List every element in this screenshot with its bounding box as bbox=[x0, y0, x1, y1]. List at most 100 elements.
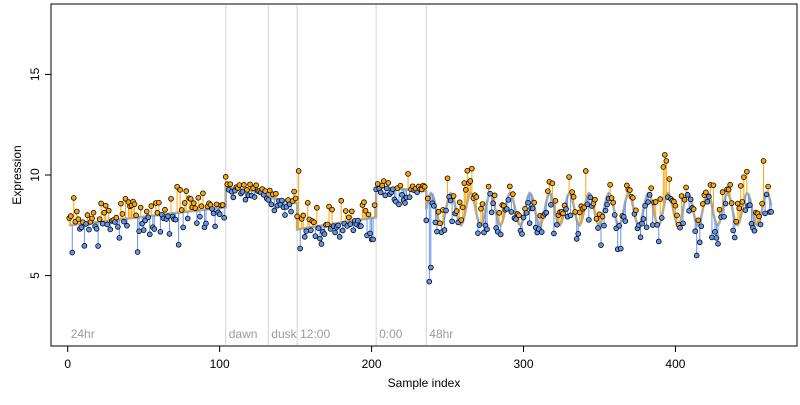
data-point bbox=[96, 216, 103, 222]
data-point bbox=[715, 241, 721, 247]
data-point bbox=[122, 195, 129, 202]
data-point bbox=[737, 183, 744, 189]
data-point bbox=[291, 188, 297, 195]
data-point bbox=[510, 191, 516, 197]
data-point bbox=[279, 197, 285, 204]
data-point bbox=[633, 207, 639, 214]
data-point bbox=[441, 227, 448, 233]
data-point bbox=[504, 206, 510, 212]
data-point bbox=[181, 200, 188, 206]
data-point bbox=[479, 201, 486, 207]
data-point bbox=[300, 212, 307, 219]
data-point bbox=[321, 231, 328, 237]
x-tick-label: 300 bbox=[514, 357, 534, 371]
data-point bbox=[140, 227, 147, 233]
data-point bbox=[336, 234, 343, 240]
data-point bbox=[704, 198, 711, 205]
data-point bbox=[370, 236, 376, 243]
x-tick-label: 200 bbox=[362, 357, 382, 371]
data-point bbox=[329, 206, 335, 213]
data-point bbox=[379, 182, 386, 189]
data-point bbox=[551, 230, 557, 237]
data-point bbox=[529, 205, 536, 212]
data-point bbox=[437, 220, 443, 227]
data-point bbox=[759, 200, 765, 207]
data-point bbox=[684, 192, 691, 198]
data-point bbox=[698, 223, 705, 230]
data-point bbox=[318, 241, 325, 247]
data-point bbox=[191, 200, 197, 206]
data-point bbox=[74, 208, 80, 215]
region-lines bbox=[225, 5, 427, 345]
data-point bbox=[519, 231, 525, 237]
data-point bbox=[251, 194, 258, 200]
data-point bbox=[475, 230, 481, 236]
data-point bbox=[505, 197, 512, 203]
data-point bbox=[81, 243, 88, 249]
data-point bbox=[700, 201, 706, 207]
data-point bbox=[118, 200, 124, 207]
data-point bbox=[473, 194, 480, 200]
data-point bbox=[192, 205, 199, 211]
data-point bbox=[734, 200, 741, 207]
data-point bbox=[172, 216, 179, 223]
data-point bbox=[695, 217, 702, 224]
data-point bbox=[677, 224, 683, 231]
data-point bbox=[520, 214, 527, 221]
data-point bbox=[652, 199, 659, 205]
data-point bbox=[660, 164, 667, 170]
data-point bbox=[180, 224, 186, 231]
data-point bbox=[113, 214, 120, 221]
data-point bbox=[462, 187, 469, 193]
data-point bbox=[345, 214, 352, 221]
data-point bbox=[572, 209, 578, 215]
data-point bbox=[663, 158, 670, 164]
data-point bbox=[374, 181, 381, 187]
data-point bbox=[657, 196, 664, 202]
data-point bbox=[134, 249, 141, 255]
data-point bbox=[567, 212, 574, 219]
data-point bbox=[662, 152, 668, 158]
data-point bbox=[645, 199, 651, 205]
data-point bbox=[105, 207, 112, 214]
data-point bbox=[230, 194, 237, 201]
plot-frame bbox=[50, 3, 798, 347]
data-point bbox=[292, 195, 299, 202]
data-point bbox=[137, 204, 144, 211]
data-point bbox=[273, 190, 279, 197]
data-point bbox=[303, 228, 310, 234]
data-point bbox=[592, 196, 598, 203]
data-point bbox=[382, 192, 389, 199]
data-point bbox=[525, 199, 531, 206]
data-point bbox=[209, 206, 215, 212]
data-point bbox=[93, 225, 100, 232]
data-point bbox=[184, 215, 191, 222]
data-point bbox=[706, 193, 712, 200]
data-point bbox=[617, 245, 624, 252]
data-point bbox=[716, 206, 723, 213]
data-point bbox=[733, 218, 740, 225]
region-label: 0:00 bbox=[379, 327, 403, 341]
data-point bbox=[545, 188, 551, 194]
data-point bbox=[312, 233, 319, 239]
data-point bbox=[487, 190, 493, 197]
data-point bbox=[143, 208, 150, 215]
data-point bbox=[315, 225, 322, 231]
data-point bbox=[434, 228, 440, 235]
data-point bbox=[355, 217, 361, 224]
data-point bbox=[311, 219, 317, 226]
data-point bbox=[756, 213, 762, 220]
data-point bbox=[183, 188, 190, 194]
data-point bbox=[538, 229, 545, 235]
data-point bbox=[447, 197, 454, 204]
data-point bbox=[496, 210, 503, 216]
data-point bbox=[456, 199, 463, 206]
data-point bbox=[727, 181, 733, 188]
data-point bbox=[692, 228, 699, 235]
data-point bbox=[148, 203, 155, 209]
data-point bbox=[339, 227, 346, 234]
data-point bbox=[491, 192, 498, 199]
data-point bbox=[583, 168, 589, 174]
data-point bbox=[98, 200, 104, 207]
